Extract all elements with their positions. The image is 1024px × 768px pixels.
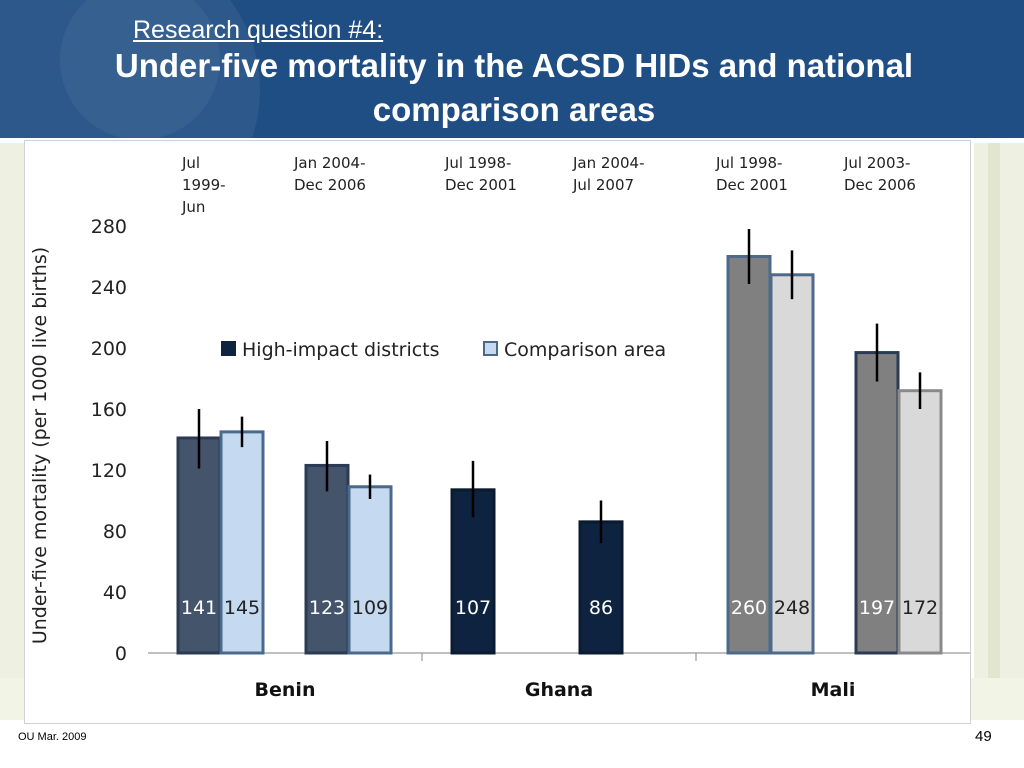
data-label: 109 (352, 597, 388, 619)
period-label: Dec 2001 (445, 176, 517, 194)
period-label: Jun (181, 198, 205, 216)
y-tick-label: 0 (115, 643, 127, 665)
y-tick-label: 160 (91, 399, 127, 421)
bar (219, 430, 265, 655)
period-label: Dec 2006 (844, 176, 916, 194)
slide-subtitle: Research question #4: (133, 16, 384, 44)
period-label: 1999- (182, 176, 226, 194)
data-label: 248 (774, 597, 810, 619)
y-tick-label: 40 (103, 582, 127, 604)
y-tick-label: 280 (91, 216, 127, 238)
data-label: 197 (859, 597, 895, 619)
left-border-panel (0, 143, 24, 678)
data-label: 145 (224, 597, 260, 619)
period-label: Jan 2004- (572, 154, 644, 172)
bar (176, 436, 222, 655)
bar (304, 463, 350, 655)
slide-header: Research question #4: Under-five mortali… (0, 0, 1024, 138)
period-label: Dec 2006 (294, 176, 366, 194)
y-tick-label: 120 (91, 460, 127, 482)
period-label: Jan 2004- (293, 154, 365, 172)
legend-label: Comparison area (504, 339, 666, 361)
legend-label: High-impact districts (242, 339, 440, 361)
bar (854, 351, 900, 655)
data-label: 107 (455, 597, 491, 619)
period-label: Jul 2003- (843, 154, 910, 172)
x-category-label: Ghana (525, 679, 593, 701)
bar (769, 273, 815, 655)
period-label: Jul 1998- (715, 154, 782, 172)
x-category-label: Mali (811, 679, 856, 701)
y-tick-label: 200 (91, 338, 127, 360)
right-border-panel (974, 143, 1024, 678)
page-number: 49 (975, 728, 992, 745)
data-label: 123 (309, 597, 345, 619)
data-label: 141 (181, 597, 217, 619)
mortality-bar-chart: 0 40 80 120 160 200 240 280 Under-five mortality… (29, 154, 970, 701)
legend-swatch (483, 341, 498, 356)
slide-title: Under-five mortality in the ACSD HIDs an… (114, 47, 914, 128)
footer-text: OU Mar. 2009 (18, 731, 87, 743)
y-tick-label: 240 (91, 277, 127, 299)
y-tick-label: 80 (103, 521, 127, 543)
period-label: Jul 1998- (444, 154, 511, 172)
period-label: Dec 2001 (716, 176, 788, 194)
data-label: 172 (902, 597, 938, 619)
header-decoration-inner (60, 0, 220, 138)
y-axis-title: Under-five mortality (per 1000 live birt… (29, 247, 51, 644)
x-category-label: Benin (255, 679, 316, 701)
data-label: 260 (731, 597, 767, 619)
data-label: 86 (589, 597, 613, 619)
legend-swatch (221, 341, 236, 356)
period-label: Jul 2007 (572, 176, 634, 194)
period-label: Jul (181, 154, 200, 172)
header-decoration (0, 0, 260, 138)
bar (726, 255, 772, 655)
bar (897, 389, 943, 655)
bar (347, 485, 393, 655)
bar (578, 520, 624, 655)
